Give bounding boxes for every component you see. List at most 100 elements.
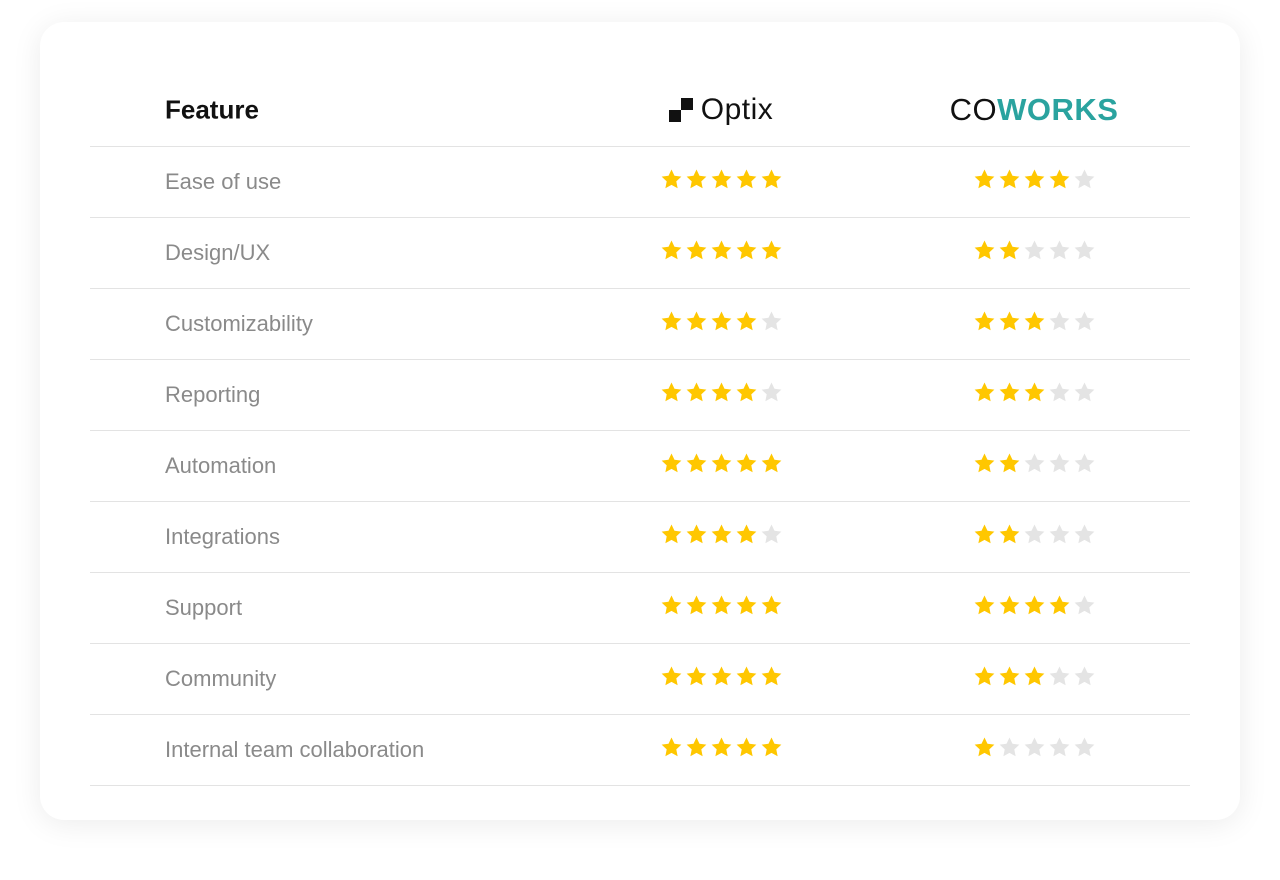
comparison-table: Feature Optix COWORKS Ease of use Design/… (90, 74, 1190, 786)
star-filled-icon (999, 666, 1019, 686)
star-filled-icon (1024, 169, 1044, 189)
star-filled-icon (761, 169, 781, 189)
star-empty-icon (1049, 240, 1069, 260)
star-empty-icon (1024, 240, 1044, 260)
star-filled-icon (1024, 311, 1044, 331)
star-empty-icon (1074, 382, 1094, 402)
comparison-card: Feature Optix COWORKS Ease of use Design/… (40, 22, 1240, 820)
optix-logo: Optix (621, 93, 821, 127)
coworks-rating (924, 665, 1144, 693)
optix-rating (621, 665, 821, 693)
star-filled-icon (1024, 666, 1044, 686)
star-filled-icon (736, 169, 756, 189)
star-filled-icon (661, 382, 681, 402)
coworks-suffix: WORKS (997, 92, 1119, 127)
feature-name: Internal team collaboration (165, 737, 425, 762)
star-filled-icon (711, 382, 731, 402)
star-filled-icon (974, 382, 994, 402)
star-empty-icon (1024, 524, 1044, 544)
star-empty-icon (1074, 737, 1094, 757)
star-filled-icon (974, 169, 994, 189)
star-filled-icon (686, 169, 706, 189)
star-filled-icon (711, 453, 731, 473)
star-filled-icon (736, 240, 756, 260)
star-filled-icon (999, 311, 1019, 331)
star-filled-icon (686, 524, 706, 544)
star-filled-icon (686, 382, 706, 402)
feature-name: Community (165, 666, 277, 691)
star-filled-icon (686, 737, 706, 757)
coworks-rating (924, 168, 1144, 196)
optix-rating (621, 381, 821, 409)
star-filled-icon (761, 737, 781, 757)
star-filled-icon (761, 595, 781, 615)
star-filled-icon (974, 240, 994, 260)
star-filled-icon (661, 666, 681, 686)
star-filled-icon (736, 453, 756, 473)
feature-name: Design/UX (165, 240, 271, 265)
feature-name: Customizability (165, 311, 313, 336)
star-filled-icon (711, 737, 731, 757)
star-filled-icon (999, 595, 1019, 615)
star-filled-icon (1024, 595, 1044, 615)
star-empty-icon (1074, 311, 1094, 331)
feature-name: Reporting (165, 382, 261, 407)
table-row: Support (90, 573, 1190, 644)
feature-name: Integrations (165, 524, 280, 549)
star-filled-icon (661, 240, 681, 260)
optix-rating (621, 523, 821, 551)
star-filled-icon (661, 524, 681, 544)
star-filled-icon (974, 666, 994, 686)
star-filled-icon (736, 382, 756, 402)
star-filled-icon (974, 311, 994, 331)
optix-rating (621, 452, 821, 480)
coworks-rating (924, 239, 1144, 267)
star-filled-icon (999, 169, 1019, 189)
star-empty-icon (761, 524, 781, 544)
star-filled-icon (711, 666, 731, 686)
star-filled-icon (711, 169, 731, 189)
star-filled-icon (686, 666, 706, 686)
table-row: Reporting (90, 360, 1190, 431)
star-empty-icon (1049, 737, 1069, 757)
star-filled-icon (974, 595, 994, 615)
coworks-rating (924, 310, 1144, 338)
optix-rating (621, 310, 821, 338)
table-row: Internal team collaboration (90, 715, 1190, 786)
star-filled-icon (974, 524, 994, 544)
star-empty-icon (1074, 240, 1094, 260)
star-filled-icon (999, 240, 1019, 260)
star-filled-icon (736, 737, 756, 757)
star-empty-icon (1049, 382, 1069, 402)
star-filled-icon (686, 311, 706, 331)
feature-name: Ease of use (165, 169, 282, 194)
star-filled-icon (974, 737, 994, 757)
star-filled-icon (1049, 169, 1069, 189)
coworks-rating (924, 381, 1144, 409)
optix-rating (621, 736, 821, 764)
star-filled-icon (736, 666, 756, 686)
star-filled-icon (761, 453, 781, 473)
star-empty-icon (761, 311, 781, 331)
table-header: Feature Optix COWORKS (90, 74, 1190, 147)
star-empty-icon (1049, 666, 1069, 686)
coworks-logo: COWORKS (924, 92, 1144, 128)
star-empty-icon (1049, 453, 1069, 473)
star-filled-icon (661, 595, 681, 615)
star-filled-icon (736, 524, 756, 544)
star-filled-icon (1049, 595, 1069, 615)
star-filled-icon (736, 595, 756, 615)
star-empty-icon (1074, 666, 1094, 686)
star-filled-icon (661, 453, 681, 473)
table-row: Automation (90, 431, 1190, 502)
checker-squares-icon (668, 98, 693, 122)
star-filled-icon (711, 595, 731, 615)
table-row: Customizability (90, 289, 1190, 360)
star-empty-icon (1074, 524, 1094, 544)
star-empty-icon (1049, 524, 1069, 544)
star-empty-icon (1024, 737, 1044, 757)
star-empty-icon (1074, 169, 1094, 189)
star-filled-icon (661, 169, 681, 189)
star-filled-icon (999, 382, 1019, 402)
optix-name: Optix (700, 93, 774, 126)
